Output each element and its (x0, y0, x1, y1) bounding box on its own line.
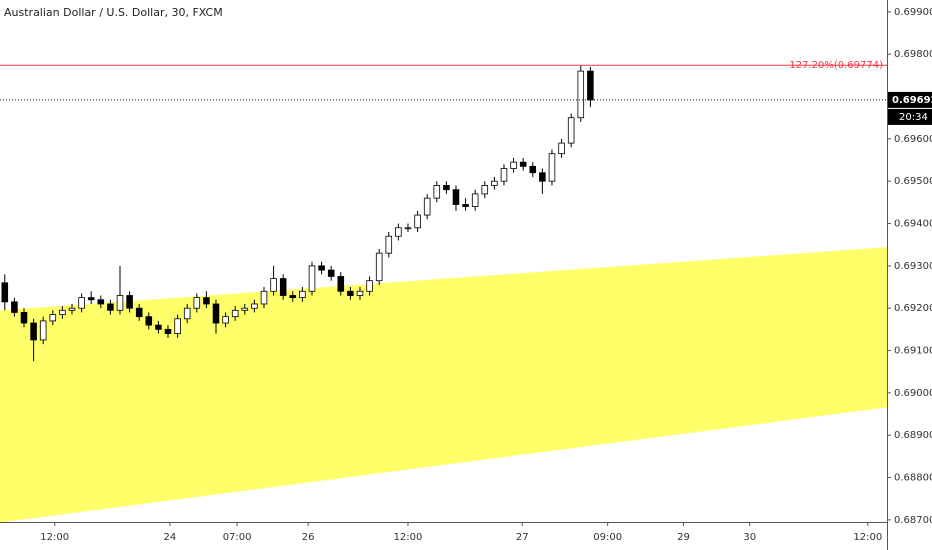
candle-body (68, 307, 76, 311)
candle-body (423, 197, 431, 216)
candle-body (30, 322, 37, 341)
candle-body (404, 227, 412, 230)
x-tick-label: 07:00 (223, 532, 252, 543)
candle-body (318, 265, 325, 271)
last-price-box (888, 91, 932, 108)
candle-body (395, 227, 402, 237)
x-tick-label: 24 (164, 532, 177, 543)
candle-body (251, 303, 258, 309)
x-tick-label: 26 (302, 532, 315, 543)
candle-body (299, 290, 306, 299)
candle-body (212, 303, 220, 324)
candle-body (471, 193, 479, 207)
y-tick-label: 0.69200 (894, 303, 932, 314)
x-tick-label: 12:00 (853, 532, 882, 543)
candle-body (59, 309, 66, 315)
candle-body (481, 185, 489, 195)
candle-body (183, 307, 191, 320)
candle-body (519, 161, 527, 167)
candle-body (452, 189, 460, 205)
candle-body (385, 235, 393, 254)
countdown-label: 20:34 (899, 112, 928, 123)
candle-body (222, 316, 229, 324)
candle-body (356, 290, 364, 296)
candle-body (414, 214, 421, 229)
candle-body (87, 297, 95, 301)
candle-body (203, 297, 210, 305)
fib-level-label: 127.20%(0.69774) (789, 60, 883, 71)
candle-body (510, 161, 517, 169)
candle-body (164, 328, 172, 335)
x-tick-label: 12:00 (40, 532, 69, 543)
countdown-box (888, 108, 932, 125)
candle-body (587, 70, 594, 101)
candle-body (145, 316, 153, 326)
x-tick-label: 27 (516, 532, 529, 543)
plot-area (0, 65, 888, 523)
candle-body (97, 299, 105, 305)
candle-body (491, 180, 498, 186)
candle-body (327, 269, 335, 277)
x-tick-label: 09:00 (593, 532, 622, 543)
candle-body (279, 278, 287, 296)
candle-body (337, 276, 345, 292)
y-tick-label: 0.68900 (894, 430, 932, 441)
candle-body (433, 185, 441, 199)
candle-body (462, 204, 469, 207)
candle-body (500, 168, 508, 182)
candle-body (231, 309, 239, 318)
candle-body (577, 70, 585, 119)
candle-body (347, 290, 354, 296)
x-tick-label: 29 (677, 532, 690, 543)
candle-body (308, 265, 316, 292)
candle-body (241, 307, 249, 311)
y-tick-label: 0.69600 (894, 134, 932, 145)
y-tick-label: 0.69100 (894, 346, 932, 357)
candle-body (135, 307, 143, 318)
candle-body (1, 282, 9, 303)
x-tick-label: 12:00 (394, 532, 423, 543)
candle-body (567, 117, 575, 144)
y-tick-label: 0.69400 (894, 219, 932, 230)
candle-body (270, 278, 277, 292)
y-tick-label: 0.69000 (894, 388, 932, 399)
candle-body (49, 314, 57, 322)
candle-body (107, 303, 114, 311)
candle-body (558, 142, 565, 155)
x-tick-label: 30 (743, 532, 756, 543)
candle-body (11, 301, 18, 313)
candle-body (443, 185, 450, 191)
candle-body (289, 295, 297, 299)
candle-body (193, 297, 201, 309)
y-tick-label: 0.68700 (894, 515, 932, 526)
candle-body (174, 318, 181, 335)
y-tick-label: 0.69500 (894, 176, 932, 187)
candle-body (529, 165, 537, 174)
y-tick-label: 0.69800 (894, 49, 932, 60)
y-tick-label: 0.69300 (894, 261, 932, 272)
candle-body (155, 324, 162, 330)
candle-body (20, 312, 28, 324)
candle-body (260, 290, 268, 305)
candle-body (375, 252, 383, 282)
chart-title: Australian Dollar / U.S. Dollar, 30, FXC… (4, 6, 223, 19)
candle-body (39, 320, 47, 341)
y-tick-label: 0.68800 (894, 473, 932, 484)
candle-body (126, 295, 133, 309)
candle-body (548, 153, 556, 182)
y-tick-label: 0.69900 (894, 7, 932, 18)
candle-body (78, 297, 85, 309)
candle-body (116, 295, 124, 311)
candle-body (539, 172, 546, 182)
candle-body (366, 280, 373, 292)
